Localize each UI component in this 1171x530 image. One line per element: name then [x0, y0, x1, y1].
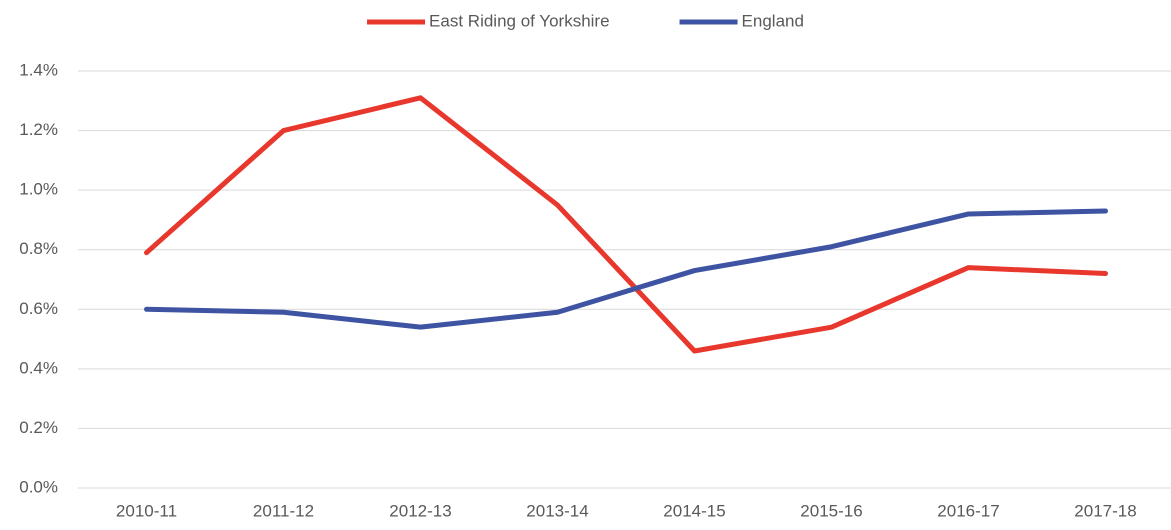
y-tick-label: 1.4%: [19, 60, 58, 79]
series-line: [144, 95, 1108, 354]
x-tick-label: 2016-17: [937, 501, 999, 520]
y-tick-label: 0.4%: [19, 358, 58, 377]
y-tick-label: 1.0%: [19, 180, 58, 199]
legend-label: England: [742, 11, 804, 30]
x-tick-label: 2014-15: [663, 501, 725, 520]
y-tick-label: 1.2%: [19, 120, 58, 139]
y-tick-label: 0.0%: [19, 477, 58, 496]
x-tick-label: 2010-11: [116, 501, 177, 520]
x-tick-label: 2017-18: [1074, 501, 1136, 520]
x-tick-label: 2013-14: [526, 501, 588, 520]
y-tick-label: 0.6%: [19, 299, 58, 318]
x-tick-label: 2011-12: [253, 501, 314, 520]
y-tick-label: 0.8%: [19, 239, 58, 258]
series-line: [144, 208, 1108, 330]
y-tick-label: 0.2%: [19, 418, 58, 437]
x-tick-label: 2015-16: [800, 501, 862, 520]
legend-label: East Riding of Yorkshire: [429, 11, 610, 30]
x-tick-label: 2012-13: [389, 501, 451, 520]
